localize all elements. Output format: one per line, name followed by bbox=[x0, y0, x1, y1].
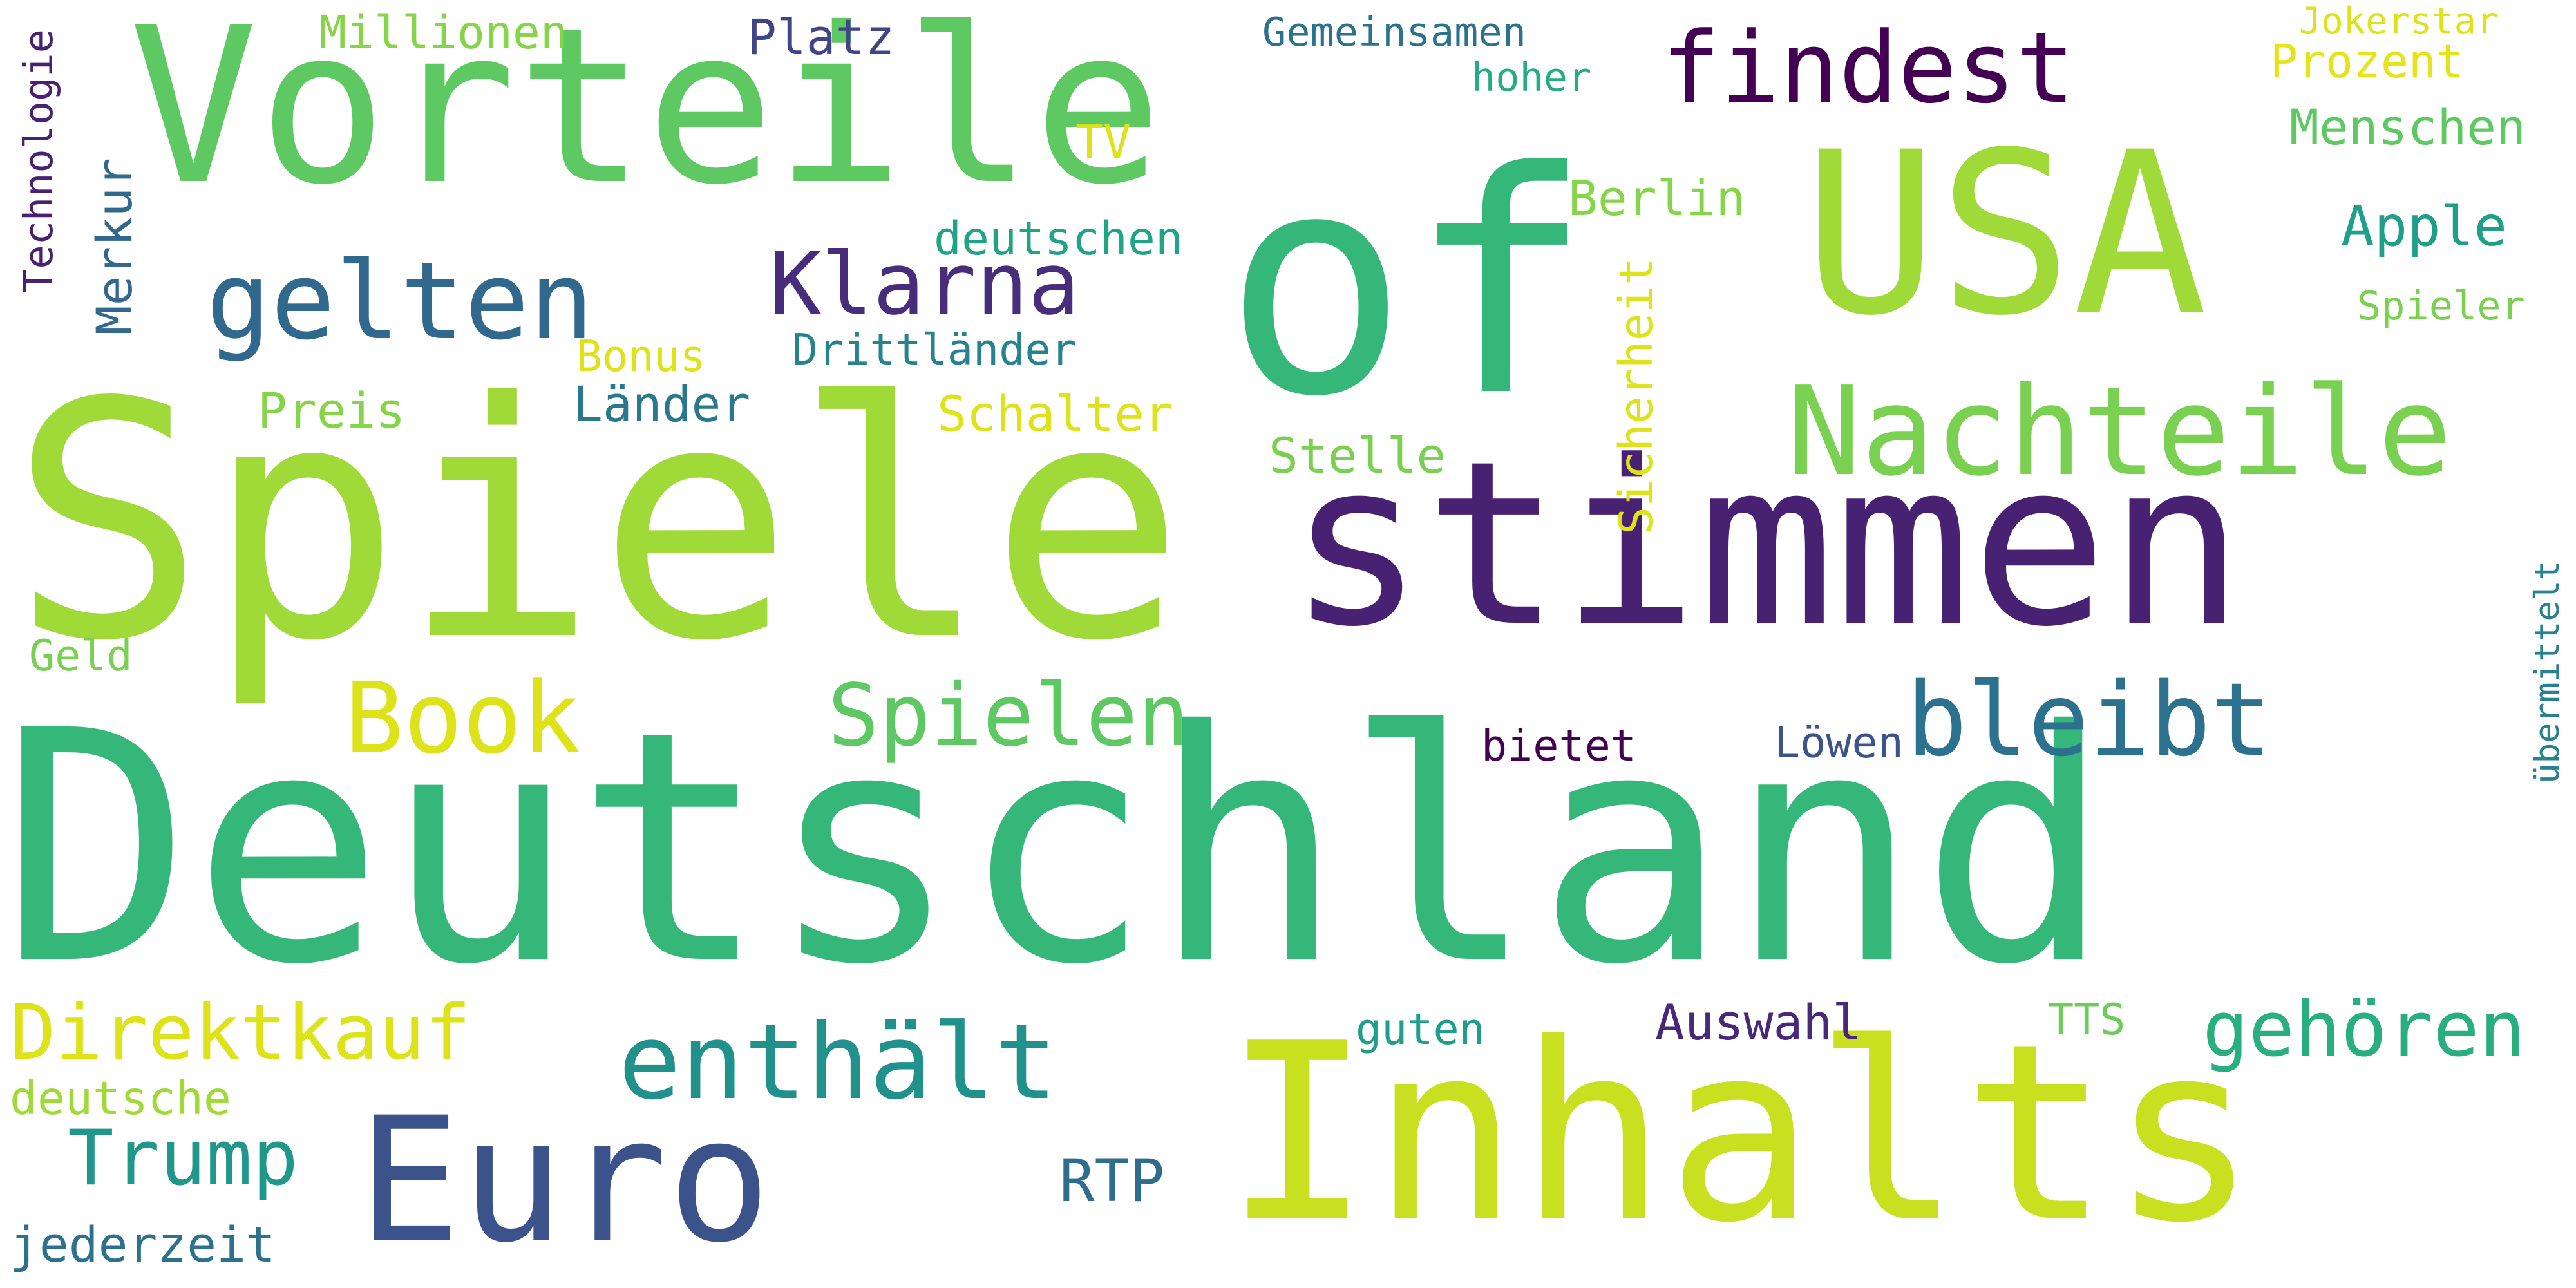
word-spieler: Spieler bbox=[2357, 283, 2525, 329]
word-jokerstar: Jokerstar bbox=[2299, 0, 2499, 43]
word-sicherheit: Sicherheit bbox=[1609, 258, 1663, 535]
word-berlin: Berlin bbox=[1568, 169, 1746, 227]
word-apple: Apple bbox=[2341, 194, 2507, 259]
word-deutschen: deutschen bbox=[934, 212, 1183, 265]
word-gemeinsamen: Gemeinsamen bbox=[1262, 9, 1526, 55]
word-klarna: Klarna bbox=[770, 234, 1080, 334]
word-bonus: Bonus bbox=[576, 331, 706, 381]
word-gelten: gelten bbox=[206, 239, 594, 364]
word-tts: TTS bbox=[2048, 994, 2126, 1045]
word-euro: Euro bbox=[357, 1080, 772, 1280]
word-drittlaender: Drittländer bbox=[792, 325, 1077, 375]
word-deutsche: deutsche bbox=[10, 1072, 231, 1125]
word-rtp: RTP bbox=[1059, 1148, 1165, 1215]
word-trump: Trump bbox=[68, 1114, 299, 1203]
word-loewen: Löwen bbox=[1774, 717, 1904, 768]
word-guten: guten bbox=[1356, 1004, 1485, 1054]
word-schalter: Schalter bbox=[937, 385, 1173, 442]
word-preis: Preis bbox=[258, 382, 406, 439]
word-vorteile: Vorteile bbox=[129, 0, 1163, 232]
word-stelle: Stelle bbox=[1269, 427, 1446, 484]
word-nachteile: Nachteile bbox=[1787, 360, 2452, 503]
word-bleibt: bleibt bbox=[1906, 661, 2272, 779]
word-uebermittelt: übermittelt bbox=[2528, 560, 2567, 784]
word-stimmen: stimmen bbox=[1288, 413, 2245, 677]
word-usa: USA bbox=[1803, 104, 2208, 365]
word-menschen: Menschen bbox=[2289, 99, 2526, 156]
word-bietet: bietet bbox=[1481, 721, 1636, 771]
word-auswahl: Auswahl bbox=[1655, 994, 1862, 1051]
word-merkur: Merkur bbox=[86, 157, 143, 336]
word-deutschland: Deutschland bbox=[0, 663, 2112, 1034]
word-technologie: Technologie bbox=[15, 29, 62, 293]
word-gehoeren: gehören bbox=[2202, 985, 2526, 1074]
word-jederzeit: jederzeit bbox=[10, 1216, 276, 1273]
word-tv: TV bbox=[1075, 115, 1131, 169]
word-spielen: Spielen bbox=[828, 666, 1189, 766]
word-millionen: Millionen bbox=[319, 6, 568, 59]
word-inhalts: Inhalts bbox=[1224, 990, 2258, 1276]
word-direktkauf: Direktkauf bbox=[10, 989, 471, 1077]
word-laender: Länder bbox=[573, 375, 751, 433]
word-enthaelt: enthält bbox=[618, 1002, 1058, 1123]
word-prozent: Prozent bbox=[2270, 35, 2464, 88]
word-findest: findest bbox=[1662, 11, 2076, 125]
word-book: Book bbox=[345, 661, 581, 775]
word-platz: Platz bbox=[747, 8, 895, 66]
word-hoher: hoher bbox=[1472, 54, 1592, 100]
word-geld: Geld bbox=[29, 630, 133, 681]
word-of: of bbox=[1224, 107, 1593, 464]
word-spiele: Spiele bbox=[10, 334, 1186, 712]
